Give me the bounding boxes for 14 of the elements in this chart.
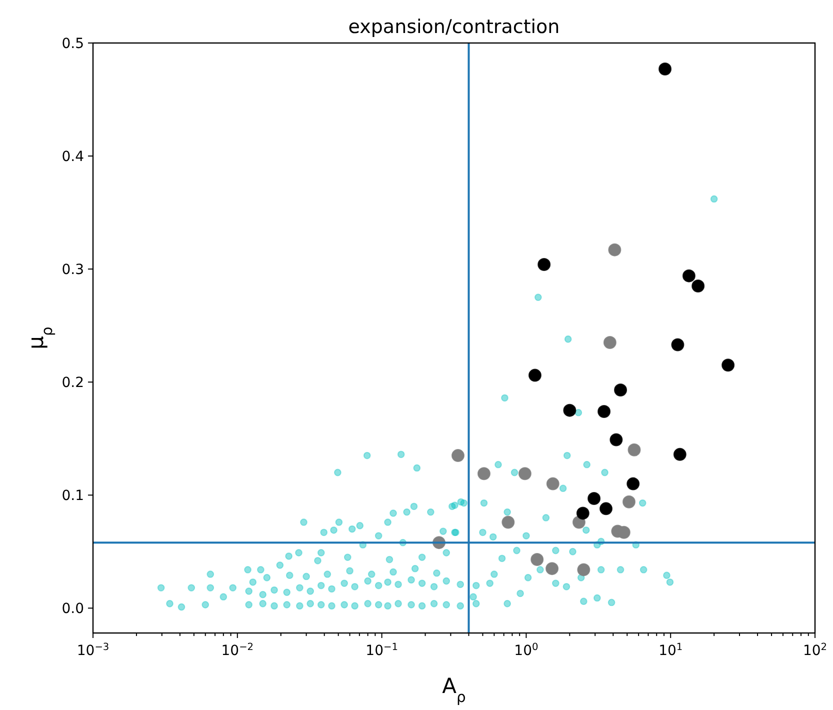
x-axis-title: A$_{ρ}$ — [442, 674, 466, 706]
x-tick-label: 10$^{2}$ — [802, 642, 828, 659]
y-tick-label: 0.2 — [62, 375, 84, 392]
x-tick-label: 10$^{−1}$ — [366, 642, 398, 659]
y-tick-label: 0.0 — [62, 601, 84, 618]
x-tick-label: 10$^{0}$ — [514, 642, 538, 659]
chart-title: expansion/contraction — [348, 16, 560, 38]
x-tick-label: 10$^{1}$ — [658, 642, 683, 659]
y-tick-label: 0.1 — [62, 488, 84, 504]
y-tick-label: 0.4 — [62, 149, 84, 166]
x-tick-label: 10$^{−3}$ — [76, 642, 110, 659]
y-tick-label: 0.3 — [62, 262, 84, 278]
x-tick-label: 10$^{−2}$ — [221, 642, 254, 659]
y-tick-label: 0.5 — [62, 36, 84, 52]
